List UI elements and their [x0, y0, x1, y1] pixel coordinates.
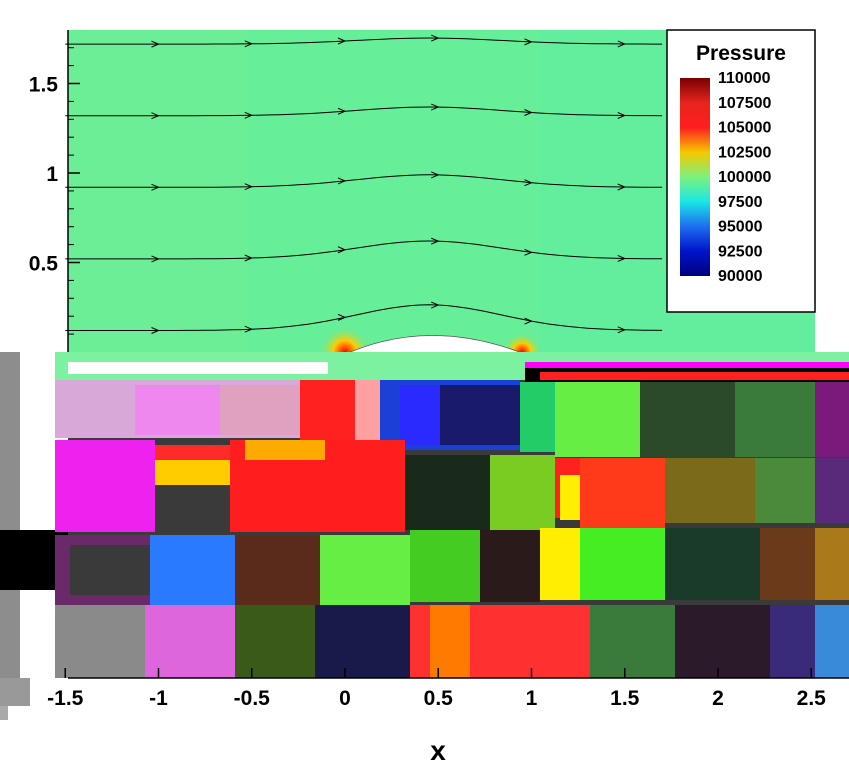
legend-labels: 110000 107500 105000 102500 100000 97500 95000… [718, 70, 771, 285]
streamline [65, 304, 663, 331]
legend-level-label: 105000 [718, 120, 771, 137]
streamline-arrow [337, 313, 347, 321]
streamline-arrow [524, 317, 533, 325]
legend-colorbar [680, 78, 710, 276]
x-tick-label: 1.5 [610, 687, 640, 710]
legend: Pressure 110000 107500 105000 102500 100000 9… [666, 29, 816, 313]
x-tick-label: 0 [339, 687, 351, 710]
streamline [65, 37, 663, 45]
x-axis-ticks: -1.5 -1 -0.5 0 0.5 1 1.5 2 2.5 [47, 668, 826, 710]
streamline-arrow [244, 254, 254, 262]
streamline-arrow [151, 255, 160, 263]
y-tick-label: 0.5 [29, 253, 59, 276]
legend-title: Pressure [696, 42, 786, 65]
legend-level-label: 107500 [718, 95, 771, 112]
streamline-arrow [337, 37, 347, 45]
streamline [65, 174, 663, 188]
streamline-arrow [524, 248, 533, 256]
streamline-arrow [244, 183, 254, 191]
x-tick-label: 2.5 [797, 687, 827, 710]
streamline-arrow [617, 326, 627, 334]
streamline-arrow [617, 40, 627, 48]
y-tick-label: 1 [46, 163, 58, 186]
legend-level-label: 102500 [718, 144, 771, 161]
corrupted-lower-region [0, 352, 849, 764]
x-tick-label: 1 [526, 687, 538, 710]
streamline-arrow [244, 111, 254, 119]
x-tick-label: -1 [149, 687, 168, 710]
legend-level-label: 100000 [718, 169, 771, 186]
streamline-arrow [337, 246, 347, 254]
streamline-arrow [244, 325, 254, 333]
streamline-arrow [244, 40, 254, 48]
x-tick-label: -1.5 [47, 687, 84, 710]
streamline-arrow [337, 107, 347, 115]
streamline-arrow [617, 112, 627, 119]
streamline-arrow [151, 40, 160, 48]
legend-level-label: 92500 [718, 243, 763, 260]
x-tick-label: 2 [712, 687, 724, 710]
streamline-arrow [431, 237, 440, 245]
streamline [65, 106, 663, 117]
legend-level-label: 95000 [718, 219, 763, 236]
legend-level-label: 110000 [718, 70, 771, 87]
streamline-arrow [431, 103, 440, 111]
x-axis-title: x [430, 735, 446, 764]
streamline-arrow [617, 254, 627, 262]
streamline-arrow [431, 34, 440, 42]
x-tick-label: 0.5 [424, 687, 454, 710]
streamline-arrow [617, 183, 627, 191]
streamline-arrow [151, 112, 160, 120]
streamline-arrow [524, 38, 533, 46]
x-tick-label: -0.5 [234, 687, 271, 710]
y-tick-label: 1.5 [29, 74, 59, 97]
streamline-arrow [151, 183, 160, 191]
streamline-arrow [431, 301, 440, 309]
legend-level-label: 90000 [718, 268, 763, 285]
streamlines [65, 34, 663, 334]
streamline-arrow [524, 109, 533, 116]
streamline-arrow [524, 179, 533, 187]
streamline-arrow [337, 177, 347, 185]
streamline-arrow [431, 171, 440, 179]
streamline [65, 240, 663, 260]
legend-level-label: 97500 [718, 194, 763, 211]
y-axis-ticks: 1.5 1 0.5 [29, 47, 80, 335]
streamline-arrow [151, 327, 160, 334]
